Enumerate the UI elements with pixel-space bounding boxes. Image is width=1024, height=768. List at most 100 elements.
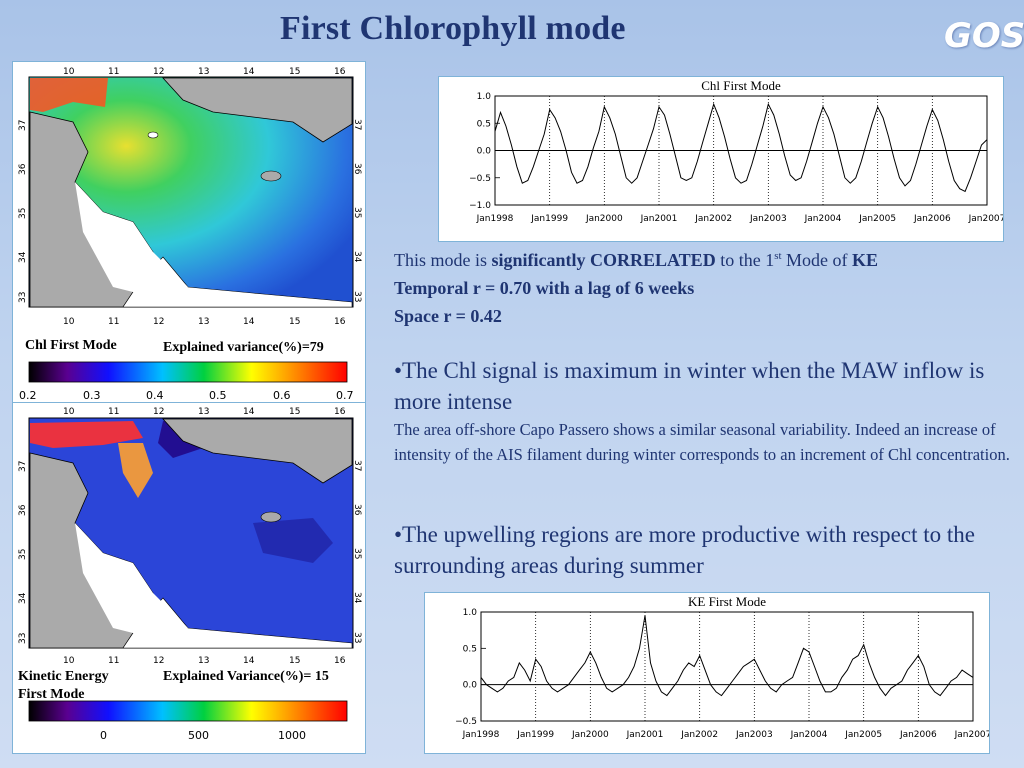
- lon-tick: 11: [108, 407, 119, 417]
- x-tick-label: Jan2006: [913, 214, 951, 224]
- lat-tick: 34: [352, 251, 362, 263]
- lon-tick: 13: [198, 407, 209, 417]
- lat-tick: 37: [352, 119, 362, 130]
- lon-tick: 11: [108, 317, 119, 327]
- lat-tick: 33: [18, 292, 28, 303]
- chl-timeseries-panel: Chl First Mode Jan1998 Jan1999 Jan2000 Jan20…: [438, 76, 1005, 242]
- y-tick-label: 0.0: [463, 681, 478, 691]
- ke-map: 10 11 12 13 14 15 16 10 11 12 13 14 15 1…: [18, 407, 362, 742]
- x-tick-label: Jan2007: [968, 214, 1003, 224]
- ke-map-lon-ticks-top: 10 11 12 13 14 15 16: [63, 407, 346, 417]
- x-tick-label: Jan2006: [899, 730, 937, 740]
- x-tick-label: Jan2001: [626, 730, 664, 740]
- chart-title: Chl First Mode: [701, 78, 781, 93]
- lat-tick: 36: [352, 504, 362, 516]
- gos-logo: GOS: [944, 16, 1024, 56]
- colorbar-tick: 0.7: [336, 389, 354, 402]
- series-line: [480, 615, 974, 697]
- bullet-upwelling: •The upwelling regions are more producti…: [394, 522, 975, 578]
- x-tick-label: Jan1999: [516, 730, 554, 740]
- x-tick-label: Jan2003: [749, 214, 787, 224]
- correlation-line: This mode is significantly CORRELATED to…: [394, 246, 1014, 274]
- plot-frame: [480, 611, 974, 722]
- lon-tick: 15: [289, 407, 300, 417]
- lat-tick: 36: [18, 163, 28, 175]
- x-tick-label: Jan1999: [530, 214, 568, 224]
- y-tick-label: −1.0: [469, 201, 491, 211]
- x-tick-label: Jan2007: [954, 730, 989, 740]
- chl-map-lon-ticks-bottom: 10 11 12 13 14 15 16: [63, 317, 346, 327]
- lat-tick: 36: [352, 163, 362, 175]
- lon-tick: 10: [63, 407, 75, 417]
- y-tick-label: 0.0: [477, 147, 492, 157]
- lat-tick: 37: [18, 461, 28, 472]
- y-tick-label: −0.5: [469, 174, 491, 184]
- chl-timeseries-chart: Chl First Mode Jan1998 Jan1999 Jan2000 Jan20…: [469, 78, 1005, 224]
- colorbar-tick: 0: [100, 729, 107, 742]
- lat-tick: 35: [18, 208, 28, 219]
- lon-tick: 15: [289, 656, 300, 666]
- text-fragment: Mode of: [781, 250, 853, 270]
- lat-tick: 35: [352, 548, 362, 559]
- y-tick-label: 0.5: [477, 119, 491, 129]
- y-tick-label: 1.0: [477, 92, 492, 102]
- chl-map: 10 11 12 13 14 15 16 10 11 12 13 14 15 1…: [18, 67, 362, 402]
- ke-map-caption-line2: First Mode: [18, 687, 84, 702]
- x-tick-label: Jan2004: [804, 214, 842, 224]
- bullet-chl-winter: •The Chl signal is maximum in winter whe…: [394, 358, 985, 414]
- lon-tick: 13: [198, 317, 209, 327]
- ke-timeseries-panel: KE First Mode Jan1998 Jan1999 Jan2000 Jan200…: [424, 592, 991, 754]
- lat-tick: 34: [352, 592, 362, 604]
- lat-tick: 33: [352, 291, 362, 302]
- lon-tick: 14: [243, 407, 255, 417]
- lat-tick: 33: [18, 633, 28, 644]
- lon-tick: 16: [334, 656, 346, 666]
- lat-tick: 35: [18, 549, 28, 560]
- ke-colorbar: [28, 700, 348, 722]
- lon-tick: 14: [243, 67, 255, 77]
- ke-map-lat-ticks: 37 36 35 34 33 37 36 35 34 33: [18, 460, 362, 644]
- series-line: [494, 102, 988, 193]
- lat-tick: 37: [352, 460, 362, 471]
- lon-tick: 16: [334, 67, 346, 77]
- temporal-correlation: Temporal r = 0.70 with a lag of 6 weeks: [394, 278, 695, 298]
- text-fragment: to the 1: [715, 250, 775, 270]
- x-tick-label: Jan2005: [844, 730, 882, 740]
- chl-map-caption: Chl First Mode: [25, 338, 117, 353]
- x-tick-label: Jan2005: [858, 214, 896, 224]
- lon-tick: 14: [243, 317, 255, 327]
- x-tick-label: Jan2003: [735, 730, 773, 740]
- correlation-text: This mode is significantly CORRELATED to…: [394, 246, 1014, 330]
- slide-title: First Chlorophyll mode: [280, 10, 626, 47]
- text-bold: KE: [852, 250, 879, 270]
- x-tick-label: Jan2000: [571, 730, 609, 740]
- lon-tick: 11: [108, 656, 119, 666]
- chart-title: KE First Mode: [688, 594, 766, 609]
- chl-colorbar: [28, 361, 348, 383]
- ke-map-caption-line1: Kinetic Energy: [18, 669, 109, 684]
- y-tick-label: 0.5: [463, 644, 477, 654]
- lon-tick: 10: [63, 317, 75, 327]
- lon-tick: 11: [108, 67, 119, 77]
- ke-timeseries-chart: KE First Mode Jan1998 Jan1999 Jan2000 Jan200…: [455, 594, 991, 740]
- lat-tick: 36: [18, 504, 28, 516]
- lat-tick: 37: [18, 120, 28, 131]
- lon-tick: 16: [334, 407, 346, 417]
- colorbar-tick: 0.6: [273, 389, 291, 402]
- text-fragment: This mode is: [394, 250, 492, 270]
- capo-passero-text: The area off-shore Capo Passero shows a …: [394, 420, 1010, 464]
- colorbar-tick: 500: [188, 729, 209, 742]
- x-tick-label: Jan2000: [585, 214, 623, 224]
- ke-map-panel: 10 11 12 13 14 15 16 10 11 12 13 14 15 1…: [12, 402, 366, 754]
- space-correlation: Space r = 0.42: [394, 306, 502, 326]
- chl-map-lat-ticks: 37 36 35 34 33 37 36 35 34 33: [18, 119, 362, 303]
- text-superscript: st: [774, 250, 782, 262]
- ke-map-lon-ticks-bottom: 10 11 12 13 14 15 16: [63, 656, 346, 666]
- chl-map-panel: 10 11 12 13 14 15 16 10 11 12 13 14 15 1…: [12, 61, 366, 403]
- chl-variance-label: Explained variance(%)=79: [163, 340, 324, 355]
- x-tick-label: Jan2002: [680, 730, 718, 740]
- chl-colorbar-ticks: 0.2 0.3 0.4 0.5 0.6 0.7: [19, 389, 354, 402]
- lon-tick: 16: [334, 317, 346, 327]
- x-tick-label: Jan1998: [462, 730, 500, 740]
- x-tick-label: Jan2001: [640, 214, 678, 224]
